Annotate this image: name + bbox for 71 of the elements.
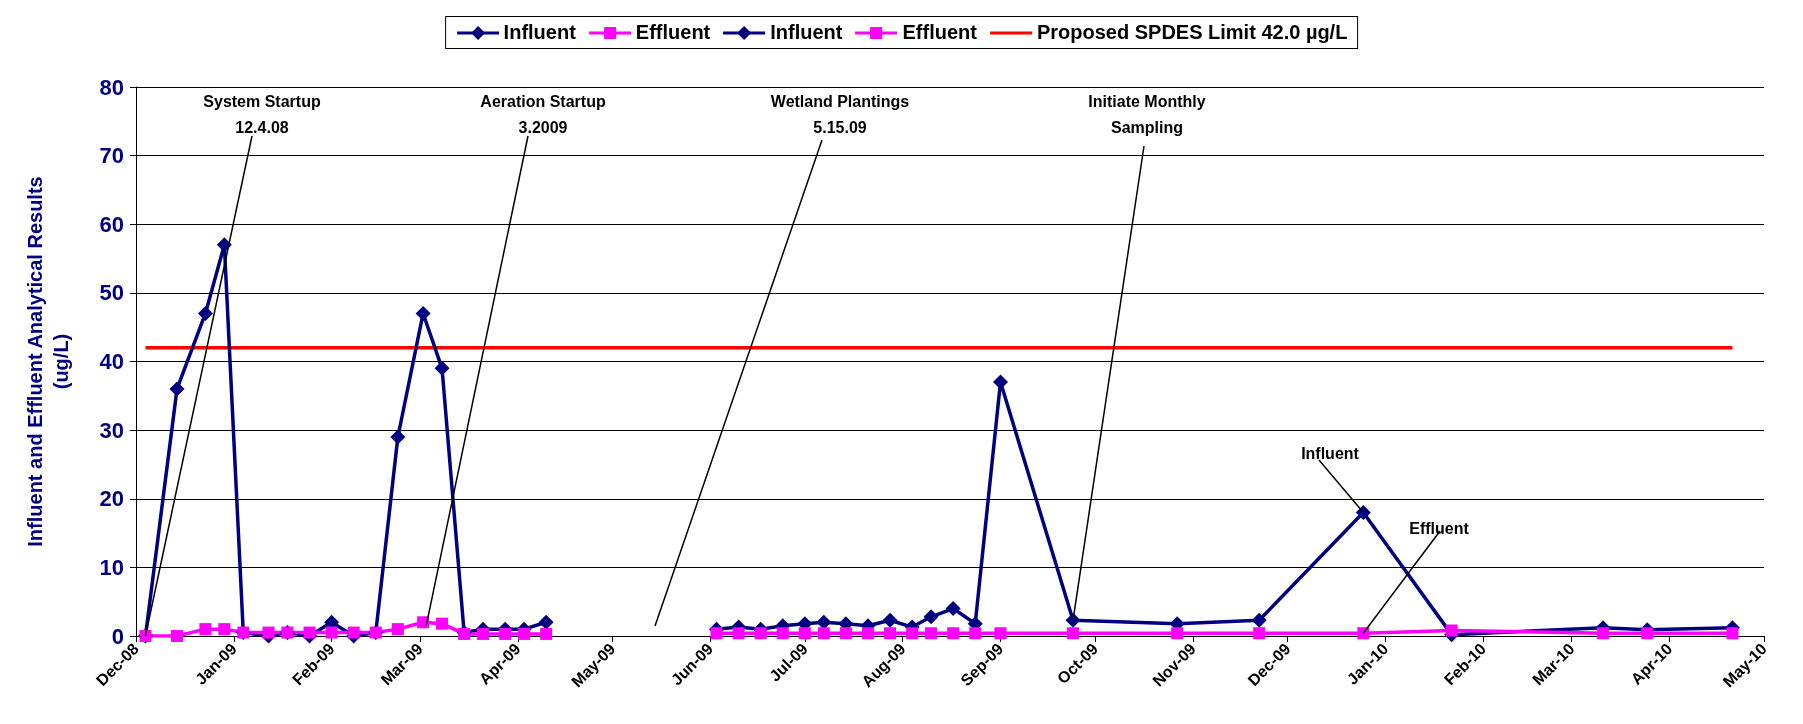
annotation: Initiate Monthly Sampling xyxy=(1088,92,1206,136)
point xyxy=(391,623,404,636)
point xyxy=(197,305,213,321)
point xyxy=(947,627,960,640)
y-axis-title: Influent and Effluent Analytical Results (ug/L) xyxy=(24,176,72,547)
point xyxy=(882,612,898,628)
y-tick-label: 30 xyxy=(99,417,124,443)
point xyxy=(171,630,184,642)
y-tick-label: 40 xyxy=(99,349,124,374)
point xyxy=(436,617,449,630)
point xyxy=(218,623,231,636)
annotation: Influent xyxy=(1301,444,1360,462)
point xyxy=(992,374,1008,390)
point xyxy=(347,626,360,639)
point xyxy=(994,627,1007,640)
point xyxy=(861,627,874,640)
point xyxy=(325,626,338,639)
annotation: System Startup 12.4.08 xyxy=(203,92,321,136)
point xyxy=(518,627,531,640)
point xyxy=(415,305,431,321)
annotation: Wetland Plantings 5.15.09 xyxy=(770,92,910,136)
annotation: Effluent xyxy=(1409,519,1470,537)
point xyxy=(477,627,490,640)
point xyxy=(732,627,745,640)
point xyxy=(798,627,811,640)
point xyxy=(499,627,512,640)
legend-label: Influent xyxy=(503,21,576,44)
point xyxy=(303,626,316,639)
y-tick-label: 10 xyxy=(99,554,124,580)
point xyxy=(1171,627,1184,640)
point xyxy=(540,627,553,640)
point xyxy=(839,627,852,640)
point xyxy=(925,627,938,640)
point xyxy=(538,614,554,630)
point xyxy=(945,601,961,617)
point xyxy=(216,237,232,253)
y-tick-label: 0 xyxy=(111,623,124,649)
point xyxy=(906,627,919,640)
point xyxy=(1067,627,1080,640)
point xyxy=(1641,627,1654,640)
point xyxy=(1065,612,1081,628)
legend-label: Influent xyxy=(770,21,843,44)
y-tick-label: 50 xyxy=(99,280,124,306)
y-tick-label: 20 xyxy=(99,486,124,512)
legend-label: Proposed SPDES Limit 42.0 µg/L xyxy=(1036,21,1348,44)
point xyxy=(262,626,275,639)
point xyxy=(199,623,212,636)
point xyxy=(1445,624,1458,637)
point xyxy=(817,627,830,640)
y-tick-label: 70 xyxy=(99,143,124,169)
y-tick-label: 60 xyxy=(99,211,124,237)
point xyxy=(1253,627,1266,640)
point xyxy=(434,360,450,376)
point xyxy=(1597,627,1610,640)
point xyxy=(1726,627,1739,640)
point xyxy=(1355,504,1371,520)
point xyxy=(776,627,789,640)
point xyxy=(754,627,767,640)
legend-label: Effluent xyxy=(902,21,977,44)
point xyxy=(390,429,406,445)
legend-label: Effluent xyxy=(635,21,711,44)
point xyxy=(1251,612,1267,628)
point xyxy=(923,609,939,625)
y-tick-label: 80 xyxy=(99,74,124,100)
point xyxy=(169,381,185,397)
point xyxy=(969,627,982,640)
point xyxy=(1357,627,1370,640)
point xyxy=(884,627,897,640)
point xyxy=(816,614,832,630)
annotation: Aeration Startup 3.2009 xyxy=(480,92,606,136)
point xyxy=(710,627,723,640)
